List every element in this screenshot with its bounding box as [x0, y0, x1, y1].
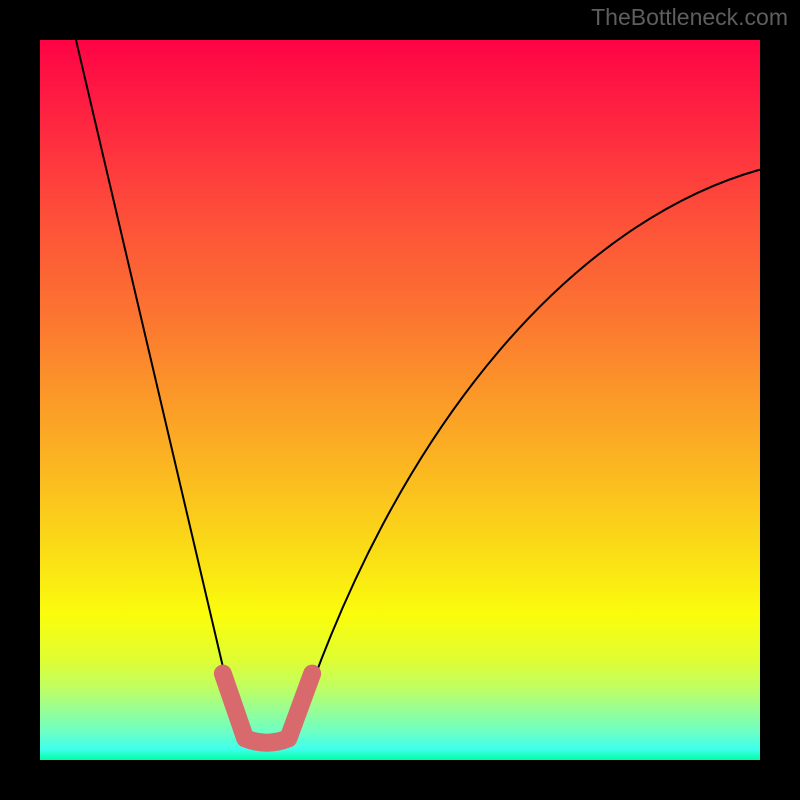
- plot-background: [40, 40, 760, 760]
- bottleneck-chart: [0, 0, 800, 800]
- watermark-text: TheBottleneck.com: [591, 4, 788, 31]
- chart-container: TheBottleneck.com: [0, 0, 800, 800]
